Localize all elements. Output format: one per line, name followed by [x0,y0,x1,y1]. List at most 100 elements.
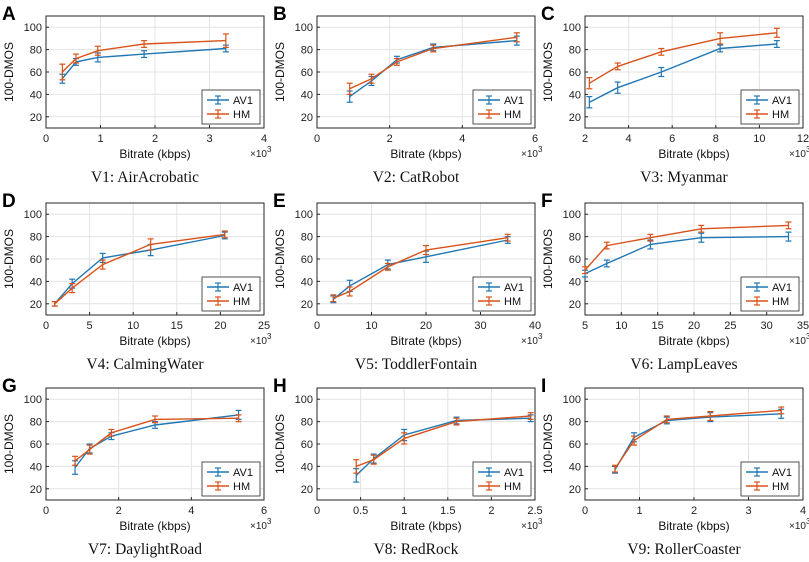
series-line-av1 [584,235,789,275]
error-bar-av1 [603,259,610,268]
x-tick-label: 15 [171,320,183,332]
x-tick-label: 10 [615,320,627,332]
y-tick-label: 100 [295,22,313,34]
y-tick-label: 80 [30,45,42,57]
x-tick-label: 10 [127,320,139,332]
legend-box [472,461,532,497]
error-bar-hm [368,73,375,84]
error-bar-hm [611,464,618,473]
error-bar-hm [582,266,588,275]
y-tick-label: 100 [563,394,581,406]
x-tick-label: 35 [797,320,809,332]
legend-label-av1: AV1 [504,467,524,479]
y-tick-label: 80 [30,417,42,429]
y-tick-label: 40 [301,89,313,101]
x-tick-label: 1 [97,133,103,145]
x-tick-label: 2 [691,505,697,517]
legend: AV1 HM [201,276,261,312]
y-tick-label: 100 [563,209,581,221]
panel-caption: V6: LampLeaves [630,356,737,373]
y-tick-label: 80 [569,45,581,57]
panel-letter: H [273,376,287,397]
error-bar-hm [353,459,360,474]
error-bar-hm [51,300,58,307]
y-tick-label: 20 [30,299,42,311]
y-tick-label: 60 [301,254,313,266]
error-bar-hm [221,230,228,239]
x-tick-label: 4 [800,505,806,517]
panel-letter: I [541,376,546,397]
y-axis-label: 100-DMOS [273,414,287,474]
error-bar-hm [527,412,534,420]
chart-panel-h: H 20 40 60 80 100 0 0.5 1 1.5 2 2.5×103 Bitrate (kbp… [273,376,543,558]
y-axis-label: 100-DMOS [541,414,555,474]
legend-label-hm: HM [504,296,521,308]
y-tick-label: 60 [301,439,313,451]
panel-caption: V4: CalmingWater [86,356,204,373]
y-tick-label: 40 [30,89,42,101]
x-tick-label: 3 [745,505,751,517]
x-exponent: 3 [267,145,272,154]
x-axis-label: Bitrate (kbps) [658,519,729,533]
error-bar-av1 [141,50,148,59]
x-exponent: 3 [806,332,809,341]
error-bar-hm [453,417,460,426]
y-tick-label: 40 [30,461,42,473]
y-tick-label: 100 [563,22,581,34]
x-tick-label: 5 [582,320,588,332]
x-tick-label: 2.5 [527,505,542,517]
error-bar-hm [59,63,66,81]
legend-label-hm: HM [772,109,789,121]
legend-box [740,461,800,497]
x-tick-label: 8 [713,133,719,145]
error-bar-hm [72,53,79,64]
y-tick-label: 60 [30,67,42,79]
x-axis-label: Bitrate (kbps) [390,519,461,533]
y-tick-label: 80 [301,232,313,244]
legend-label-hm: HM [233,109,250,121]
y-tick-label: 80 [301,45,313,57]
error-bar-hm [152,415,158,424]
x-tick-label: 0 [43,320,49,332]
x-tick-label: 2 [152,133,158,145]
x-tick-label: 12 [797,133,809,145]
legend: AV1 HM [472,89,532,125]
error-bar-hm [631,435,638,446]
panel-caption: V1: AirAcrobatic [91,169,199,186]
y-tick-label: 20 [301,484,313,496]
y-axis-label: 100-DMOS [541,42,555,102]
x-tick-label: 4 [188,505,194,517]
panel-letter: B [273,4,287,25]
y-tick-label: 80 [30,232,42,244]
error-bar-hm [647,233,654,242]
legend-label-av1: AV1 [772,95,792,107]
x-tick-label: 25 [724,320,736,332]
legend-label-hm: HM [504,481,521,493]
x-multiplier-label: ×103 [250,145,272,160]
legend-label-hm: HM [772,481,789,493]
y-tick-label: 60 [30,254,42,266]
y-tick-label: 80 [569,417,581,429]
panel-caption: V8: RedRock [374,541,459,558]
x-tick-label: 5 [87,320,93,332]
legend-label-av1: AV1 [233,467,253,479]
error-bar-hm [330,294,337,303]
error-bar-hm [401,432,408,445]
x-multiplier-label: ×103 [789,145,809,160]
error-bar-hm [707,410,714,422]
y-tick-label: 20 [569,484,581,496]
y-tick-label: 100 [295,209,313,221]
y-tick-label: 20 [569,112,581,124]
error-bar-hm [108,428,115,437]
x-tick-label: 20 [688,320,700,332]
y-axis-label: 100-DMOS [2,229,16,289]
series-line-hm [589,32,777,84]
x-tick-label: 0 [314,320,320,332]
chart-panel-g: G 20 40 60 80 100 0 2 4 6×103 Bitrate (kbps) 100-DM… [2,376,272,558]
error-bar-av1 [586,96,593,109]
y-tick-label: 100 [24,209,42,221]
panel-letter: D [2,191,16,212]
y-tick-label: 20 [30,112,42,124]
legend-box [201,89,261,125]
